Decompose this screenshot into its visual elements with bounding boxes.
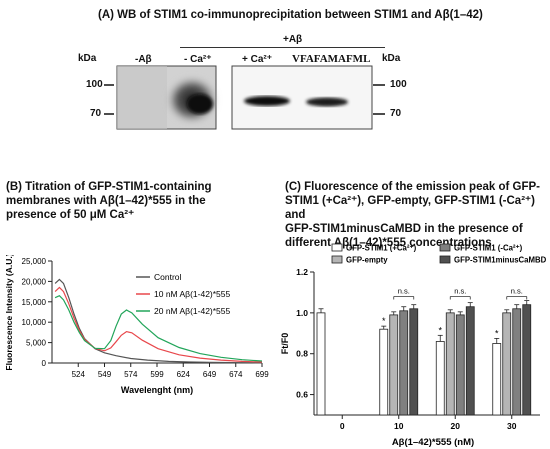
x-tick-label: 524 bbox=[72, 370, 86, 379]
bar bbox=[512, 308, 522, 416]
legend-entry: GFP-STIM1 (+Ca²⁺) bbox=[346, 244, 417, 253]
panel-b-title-line: presence of 50 μM Ca²⁺ bbox=[6, 209, 135, 221]
panel-c-title-line: GFP-STIM1minusCaMBD in the presence of bbox=[285, 223, 523, 235]
panel-c-title-line: STIM1 (+Ca²⁺), GFP-empty, GFP-STIM1 (-Ca… bbox=[285, 195, 535, 221]
x-tick-label: 649 bbox=[203, 370, 217, 379]
bar bbox=[502, 312, 512, 416]
bar bbox=[435, 341, 445, 416]
y-tick-label: 5,000 bbox=[26, 339, 47, 348]
chart-b: 0 5,000 10,000 15,000 20,000 25,000 524 549 574 5… bbox=[4, 255, 269, 395]
series-line bbox=[54, 294, 263, 362]
legend-swatch bbox=[331, 243, 343, 252]
y-tick-label: 20,000 bbox=[22, 277, 47, 286]
kda-left-label: kDa bbox=[78, 53, 97, 64]
legend-entry: Control bbox=[154, 272, 182, 282]
bar bbox=[399, 310, 409, 416]
y-axis-label: Fluorescence Intensity (A.U.) bbox=[4, 255, 14, 371]
legend-swatch bbox=[439, 255, 451, 264]
plus-ab-label: +Aβ bbox=[283, 34, 303, 45]
x-tick-label: 10 bbox=[394, 421, 404, 431]
y-tick-label: 0 bbox=[42, 359, 47, 368]
y-tick-label: 0.6 bbox=[296, 390, 308, 400]
y-tick-label: 0.8 bbox=[296, 349, 308, 359]
x-tick-label: 30 bbox=[507, 421, 517, 431]
bar bbox=[492, 343, 502, 416]
bar bbox=[389, 314, 399, 416]
ns-label: n.s. bbox=[454, 287, 466, 296]
y-tick-label: 1.2 bbox=[296, 267, 308, 277]
ns-label: n.s. bbox=[511, 287, 523, 296]
significance-star: * bbox=[495, 328, 499, 338]
y-tick-label: 10,000 bbox=[22, 318, 47, 327]
legend-entry: GFP-empty bbox=[346, 256, 388, 265]
bar bbox=[379, 328, 389, 416]
ns-label: n.s. bbox=[398, 287, 410, 296]
bar bbox=[522, 304, 532, 416]
panel-b-title-line: membranes with Aβ(1–42)*555 in the bbox=[6, 195, 206, 207]
bar bbox=[465, 306, 475, 416]
legend-swatch bbox=[331, 255, 343, 264]
bar bbox=[455, 314, 465, 416]
legend-entry: 10 nM Aβ(1-42)*555 bbox=[154, 289, 231, 299]
panel-a-title: (A) WB of STIM1 co-immunoprecipitation b… bbox=[98, 9, 483, 21]
series-line bbox=[54, 286, 263, 363]
x-axis-label: Aβ(1–42)*555 (nM) bbox=[392, 437, 474, 448]
western-blot bbox=[104, 65, 385, 130]
peptide-label: VFAFAMAFML bbox=[292, 53, 371, 65]
bar bbox=[409, 308, 419, 416]
legend-entry: 20 nM Aβ(1-42)*555 bbox=[154, 306, 231, 316]
plus-ab-bracket bbox=[180, 47, 385, 48]
marker-100-right: 100 bbox=[390, 79, 407, 90]
x-tick-label: 624 bbox=[177, 370, 191, 379]
legend-swatch bbox=[439, 243, 451, 252]
gel-band bbox=[244, 96, 290, 106]
y-tick-label: 25,000 bbox=[22, 257, 47, 266]
x-axis-label: Wavelenght (nm) bbox=[121, 385, 193, 395]
plus-ca-label: + Ca²⁺ bbox=[242, 54, 273, 65]
legend-entry: GFP-STIM1minusCaMBD bbox=[454, 256, 547, 265]
y-tick-label: 15,000 bbox=[22, 298, 47, 307]
chart-c: GFP-STIM1 (+Ca²⁺) GFP-STIM1 (-Ca²⁺) GFP-em… bbox=[280, 243, 547, 449]
bar bbox=[445, 312, 455, 416]
panel-b-title: (B) Titration of GFP-STIM1-containing me… bbox=[6, 180, 212, 222]
y-axis-label: Ft/F0 bbox=[280, 333, 290, 355]
x-tick-label: 699 bbox=[255, 370, 269, 379]
kda-right-label: kDa bbox=[382, 53, 401, 64]
marker-70-left: 70 bbox=[90, 108, 102, 119]
x-tick-label: 599 bbox=[150, 370, 164, 379]
bar bbox=[316, 312, 326, 416]
significance-star: * bbox=[382, 316, 386, 326]
x-tick-label: 20 bbox=[451, 421, 461, 431]
x-tick-label: 549 bbox=[98, 370, 112, 379]
significance-star: * bbox=[438, 325, 442, 335]
marker-70-right: 70 bbox=[390, 108, 402, 119]
gel-band bbox=[306, 97, 348, 107]
series-line bbox=[54, 278, 263, 364]
minus-ca-label: - Ca²⁺ bbox=[184, 54, 212, 65]
x-tick-label: 674 bbox=[229, 370, 243, 379]
panel-b-title-line: (B) Titration of GFP-STIM1-containing bbox=[6, 181, 212, 193]
x-tick-label: 0 bbox=[340, 421, 345, 431]
panel-c-title: (C) Fluorescence of the emission peak of… bbox=[285, 180, 550, 250]
marker-100-left: 100 bbox=[86, 79, 103, 90]
legend-entry: GFP-STIM1 (-Ca²⁺) bbox=[454, 244, 523, 253]
panel-c-title-line: (C) Fluorescence of the emission peak of… bbox=[285, 181, 540, 193]
minus-ab-label: -Aβ bbox=[135, 54, 152, 65]
x-tick-label: 574 bbox=[124, 370, 138, 379]
y-tick-label: 1.0 bbox=[296, 308, 308, 318]
